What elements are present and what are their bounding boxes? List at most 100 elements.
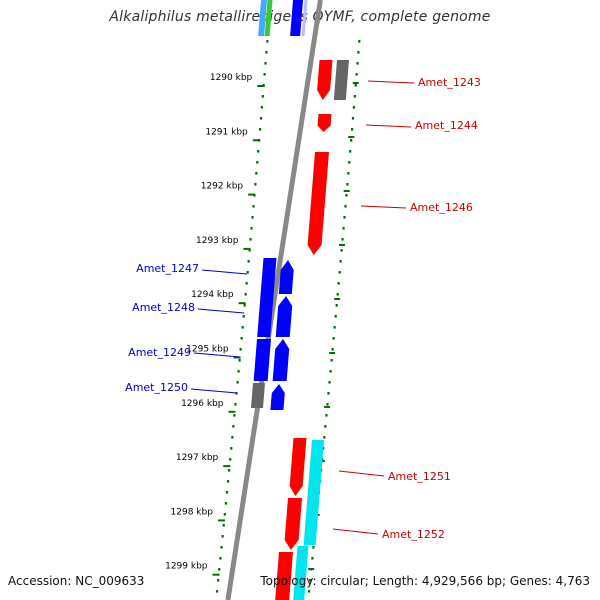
gene-amet-1247	[278, 260, 294, 294]
inner-guide-dot	[261, 95, 264, 98]
outer-guide-dot	[344, 205, 347, 208]
outer-guide-dot	[351, 117, 355, 120]
outer-guide-dot	[324, 425, 327, 428]
outer-scale-dash	[352, 82, 359, 84]
inner-guide-dot	[244, 293, 247, 296]
gene-label: Amet_1243	[418, 76, 481, 89]
outer-guide-dot	[333, 326, 336, 329]
outer-guide-dot	[354, 84, 357, 87]
inner-guide-dot	[234, 403, 237, 406]
outer-guide-dot	[352, 106, 356, 109]
kbp-label: 1290 kbp	[210, 73, 253, 83]
kbp-label: 1292 kbp	[201, 182, 244, 192]
inner-guide-dot	[259, 117, 263, 120]
outer-guide-dot	[347, 172, 350, 175]
gene-leader-line	[365, 124, 412, 128]
inner-guide-dot	[239, 348, 242, 351]
gene-amet-1249	[253, 339, 271, 381]
inner-guide-dot	[243, 304, 246, 307]
gene-leader-line	[332, 528, 379, 535]
gene-labels: Amet_1243 Amet_1244 Amet_1246 Amet_1247 Amet…	[125, 76, 481, 541]
kbp-tick	[228, 410, 236, 413]
outer-guide-dot	[331, 348, 334, 351]
outer-guide-dot	[356, 62, 359, 65]
outer-guide-dot	[355, 73, 358, 76]
outer-guide-dot	[340, 249, 343, 252]
outer-guide-dot	[312, 546, 315, 549]
outer-scale-dash	[329, 352, 336, 354]
gene-label: Amet_1246	[410, 201, 473, 214]
kbp-label: 1296 kbp	[181, 399, 224, 409]
outer-guide-dot	[337, 282, 340, 285]
inner-guide-dot	[238, 359, 241, 362]
outer-scale-dash	[324, 406, 331, 408]
inner-guide-dot	[246, 271, 249, 274]
inner-guide-dot	[240, 337, 243, 340]
accession-text: Accession: NC_009633	[8, 574, 145, 588]
kbp-label: 1291 kbp	[205, 127, 248, 137]
inner-guide-dot	[251, 216, 254, 219]
topology-summary: Topology: circular; Length: 4,929,566 bp…	[260, 574, 590, 588]
inner-guide-dot	[236, 381, 239, 384]
inner-guide-dot	[221, 535, 224, 538]
gene-amet-1252	[284, 498, 302, 550]
kbp-tick	[252, 139, 260, 142]
outer-guide-dot	[349, 150, 352, 153]
gene-amet-1250	[270, 384, 285, 410]
outer-guide-dot	[358, 40, 361, 43]
rna-feature	[293, 546, 309, 600]
inner-guide-dot	[232, 425, 235, 428]
outer-guide-dot	[328, 381, 331, 384]
partial-feature	[264, 0, 273, 36]
outer-guide-dot	[330, 359, 333, 362]
gene-label: Amet_1247	[136, 262, 199, 275]
inner-guide-dot	[247, 260, 250, 263]
outer-guide-dot	[332, 337, 335, 340]
partial-feature	[290, 0, 303, 36]
outer-scale-dash	[338, 244, 345, 246]
inner-guide-dot	[252, 205, 255, 208]
feature-grey	[251, 383, 265, 408]
gene-leader-line	[201, 269, 248, 275]
kbp-label: 1297 kbp	[176, 453, 219, 463]
gene-label: Amet_1250	[125, 381, 188, 394]
inner-guide-dot	[222, 524, 225, 527]
kbp-tick	[257, 85, 265, 87]
inner-guide-dot	[264, 62, 267, 65]
inner-guide-dot	[248, 249, 251, 252]
inner-guide-dot	[215, 590, 219, 593]
outer-guide-dot	[339, 260, 342, 263]
gene-leader-line	[338, 470, 385, 477]
gene-amet-1249-arrow	[272, 339, 290, 381]
inner-guide-dot	[241, 326, 244, 329]
rna-feature	[303, 440, 324, 545]
outer-guide-dot	[323, 436, 326, 439]
inner-guide-dot	[245, 282, 248, 285]
inner-guide-dot	[237, 370, 240, 373]
outer-guide-dot	[350, 139, 353, 142]
outer-scale-dash	[334, 298, 341, 300]
gene-leader-line	[190, 388, 238, 394]
kbp-tick	[233, 356, 241, 359]
outer-guide-dot	[345, 194, 348, 197]
gene-amet-1246	[307, 152, 329, 255]
inner-guide-dot	[249, 238, 252, 241]
backbone-line	[225, 0, 323, 600]
gene-label: Amet_1248	[132, 301, 195, 314]
inner-guide-dot	[231, 436, 234, 439]
gene-amet-1243	[317, 60, 333, 100]
partial-feature	[258, 0, 267, 36]
outer-scale-dash	[348, 136, 355, 138]
gene-label: Amet_1251	[388, 470, 451, 483]
gene-amet-1244	[317, 114, 332, 132]
inner-guide-dot	[254, 183, 257, 186]
inner-guide-dot	[226, 480, 230, 483]
feature-tracks	[251, 0, 349, 600]
gene-label: Amet_1252	[382, 528, 445, 541]
outer-guide-dot	[343, 216, 346, 219]
gene-label: Amet_1244	[415, 119, 478, 132]
outer-guide-dot	[350, 128, 354, 131]
outer-guide-dot	[311, 557, 314, 560]
outer-guide-dot	[325, 414, 328, 417]
kbp-label: 1298 kbp	[171, 507, 214, 517]
